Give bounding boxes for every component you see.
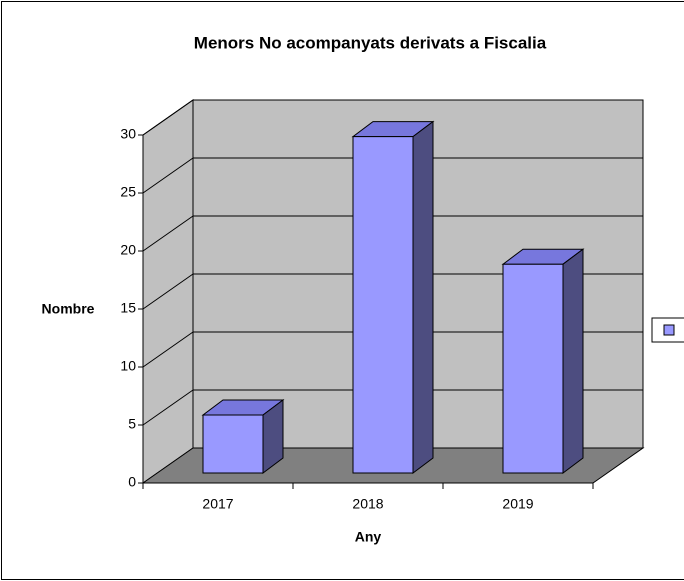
bar-front [502, 263, 564, 474]
y-tick-label: 10 [120, 358, 136, 374]
grid-line [142, 99, 194, 136]
bar [501, 248, 585, 474]
grid-line [142, 273, 194, 310]
grid-line [142, 157, 194, 194]
x-tick-label: 2019 [502, 496, 533, 512]
y-tick-label: 25 [120, 184, 136, 200]
chart-title: Menors No acompanyats derivats a Fiscali… [194, 33, 547, 52]
y-tick-label: 15 [120, 300, 136, 316]
grid-line [142, 215, 194, 252]
bar [351, 120, 435, 474]
y-axis-label: Nombre [42, 301, 95, 317]
grid-line [142, 331, 194, 368]
bar [201, 399, 285, 474]
legend-swatch [663, 324, 675, 336]
y-tick-label: 0 [128, 474, 136, 490]
x-axis-label: Any [355, 529, 382, 545]
bar-side [412, 120, 434, 474]
grid-line [142, 389, 194, 426]
y-tick-label: 30 [120, 126, 136, 142]
bar-side [562, 248, 584, 474]
bar-front [352, 136, 414, 474]
y-tick-label: 20 [120, 242, 136, 258]
y-tick-label: 5 [128, 416, 136, 432]
bar-front [202, 414, 264, 474]
x-tick-label: 2018 [352, 496, 383, 512]
x-tick-label: 2017 [202, 496, 233, 512]
